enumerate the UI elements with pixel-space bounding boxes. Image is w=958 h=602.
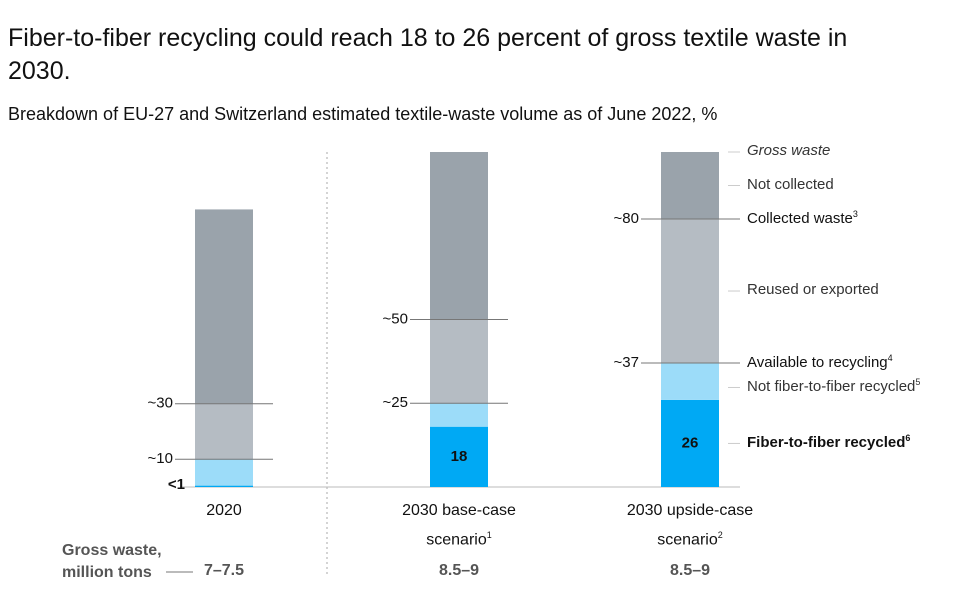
bar-segment: [195, 209, 253, 404]
legend-label: Fiber-to-fiber recycled6: [747, 433, 910, 451]
legend-label: Collected waste3: [747, 209, 858, 227]
gross-waste-label: Gross waste, million tons: [62, 540, 168, 584]
gross-waste-value: 8.5–9: [409, 562, 509, 580]
subtitle: Breakdown of EU-27 and Switzerland estim…: [8, 104, 717, 125]
legend-label: Gross waste: [747, 142, 830, 159]
x-tick-label: 2030 base-case scenario1: [394, 499, 524, 552]
footnote: 4: [887, 353, 893, 364]
value: 8.5–9: [438, 562, 480, 579]
footnote: 2: [717, 530, 723, 540]
bar-segment: [430, 426, 488, 487]
gross-waste-value: 7–7.5: [174, 562, 274, 580]
data-label: 18: [451, 448, 468, 465]
bar-segment: [661, 399, 719, 487]
bar-segment: [430, 319, 488, 404]
legend-label: Reused or exported: [747, 281, 879, 298]
bar-segment: [430, 403, 488, 427]
data-label: 26: [682, 434, 699, 451]
legend-label: Available to recycling4: [747, 353, 893, 371]
legend-label: Not collected: [747, 176, 834, 193]
subtitle-text: Breakdown of EU-27 and Switzerland estim…: [8, 104, 697, 124]
gross-waste-value: 8.5–9: [640, 562, 740, 580]
level-label: ~10: [148, 450, 173, 467]
value: 7–7.5: [203, 562, 245, 579]
unit: %: [701, 104, 718, 124]
level-label: ~50: [383, 310, 408, 327]
bar-segment: [195, 403, 253, 460]
footnote: 6: [905, 433, 911, 444]
legend-name: Not fiber-to-fiber recycled: [747, 378, 916, 396]
footnote: 3: [852, 209, 858, 219]
legend-name: Gross waste: [747, 142, 831, 159]
x-tick-label: 2030 upside-case scenario2: [625, 499, 755, 552]
bar-segment: [430, 152, 488, 320]
bar-segment: [661, 363, 719, 400]
label: Gross waste, million tons: [62, 542, 162, 581]
footnote: 1: [486, 530, 492, 540]
legend-name: Collected waste: [747, 210, 853, 227]
category-name: 2020: [206, 502, 242, 519]
legend-name: Fiber-to-fiber recycled: [747, 434, 906, 452]
bar-segment: [195, 459, 253, 486]
title: Fiber-to-fiber recycling could reach 18 …: [8, 24, 848, 85]
legend-name: Not collected: [747, 175, 834, 193]
level-label: ~30: [148, 395, 173, 412]
bar-segment: [661, 219, 719, 364]
bar-segment: [195, 485, 253, 487]
legend-name: Reused or exported: [747, 281, 879, 299]
value: 8.5–9: [669, 562, 711, 579]
category-name: 2030 upside-case scenario: [626, 502, 754, 549]
legend-name: Available to recycling: [747, 354, 888, 372]
level-label: ~25: [383, 394, 408, 411]
bar-segment: [661, 152, 719, 219]
data-label: <1: [168, 476, 185, 493]
legend-label: Not fiber-to-fiber recycled5: [747, 377, 920, 395]
x-tick-label: 2020: [159, 499, 289, 523]
level-label: ~80: [614, 210, 639, 227]
footnote: 5: [915, 377, 921, 388]
category-name: 2030 base-case scenario: [402, 502, 516, 549]
level-label: ~37: [614, 354, 639, 371]
